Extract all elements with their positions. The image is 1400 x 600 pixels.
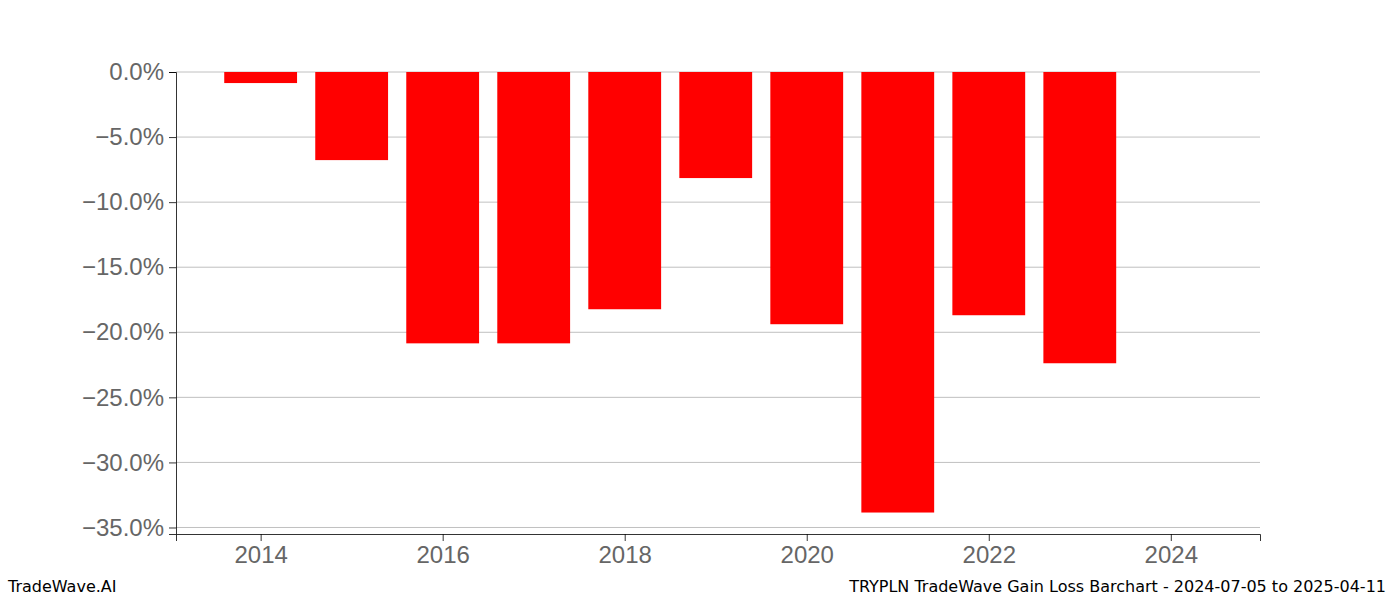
y-tick-label: 0.0%	[109, 58, 164, 85]
y-tick: −5.0%	[95, 123, 176, 150]
y-tick-mark	[169, 397, 176, 398]
y-tick-mark	[169, 137, 176, 138]
y-tick: −10.0%	[82, 188, 176, 215]
y-tick-label: −25.0%	[82, 384, 164, 411]
bar	[588, 72, 661, 309]
x-tick: 2018	[599, 534, 652, 568]
x-tick-mark	[807, 534, 808, 541]
y-tick-label: −5.0%	[95, 123, 164, 150]
grid-line	[176, 462, 1260, 463]
x-tick-label: 2018	[599, 541, 652, 568]
grid-line	[176, 527, 1260, 528]
y-tick-mark	[169, 462, 176, 463]
y-tick-mark	[169, 267, 176, 268]
y-tick-mark	[169, 332, 176, 333]
x-tick-label: 2016	[416, 541, 469, 568]
x-tick: 2016	[416, 534, 469, 568]
y-tick-label: −15.0%	[82, 253, 164, 280]
annotation: TradeWave.AI	[7, 577, 116, 596]
x-tick-mark	[625, 534, 626, 541]
x-tick-label: 2020	[781, 541, 834, 568]
bar	[315, 72, 388, 160]
y-tick-mark	[169, 72, 176, 73]
bar	[406, 72, 479, 343]
x-tick-mark	[443, 534, 444, 541]
y-tick-mark	[169, 202, 176, 203]
grid	[176, 72, 1260, 527]
bar	[497, 72, 570, 343]
title: TRYPLN TradeWave Gain Loss Barchart - 20…	[848, 577, 1386, 596]
bars	[224, 72, 1116, 513]
bar	[770, 72, 843, 324]
x-tick: 2022	[963, 534, 1016, 568]
bar	[861, 72, 934, 513]
x-tick-mark	[989, 534, 990, 541]
y-tick: −15.0%	[82, 253, 176, 280]
y-tick: −25.0%	[82, 384, 176, 411]
y-tick-label: −10.0%	[82, 188, 164, 215]
x-tick-label: 2022	[963, 541, 1016, 568]
y-tick: 0.0%	[109, 58, 176, 85]
x-tick-mark	[261, 534, 262, 541]
y-tick-label: −30.0%	[82, 449, 164, 476]
y-tick: −20.0%	[82, 318, 176, 345]
y-tick: −30.0%	[82, 449, 176, 476]
y-tick-label: −20.0%	[82, 318, 164, 345]
x-tick-label: 2014	[234, 541, 287, 568]
x-tick-mark	[1171, 534, 1172, 541]
bar	[679, 72, 752, 178]
x-tick: 2020	[781, 534, 834, 568]
x-tick-label: 2024	[1145, 541, 1198, 568]
chart: 0.0% −5.0% −10.0% −15.0% −20.0% −25.0% −30.0% −…	[0, 0, 1400, 600]
x-tick: 2014	[234, 534, 287, 568]
y-axis-line	[169, 73, 177, 535]
y-tick: −35.0%	[82, 514, 176, 541]
grid-line	[176, 397, 1260, 398]
x-tick: 2024	[1145, 534, 1198, 568]
x-axis-line	[177, 535, 1261, 542]
x-axis: 2014 2016 2018 2020 2022 2024	[177, 534, 1261, 568]
bar	[1043, 72, 1116, 363]
bar	[224, 72, 297, 83]
bar	[952, 72, 1025, 315]
y-tick-mark	[169, 527, 176, 528]
y-axis: 0.0% −5.0% −10.0% −15.0% −20.0% −25.0% −30.0% −…	[82, 58, 177, 540]
y-tick-label: −35.0%	[82, 514, 164, 541]
